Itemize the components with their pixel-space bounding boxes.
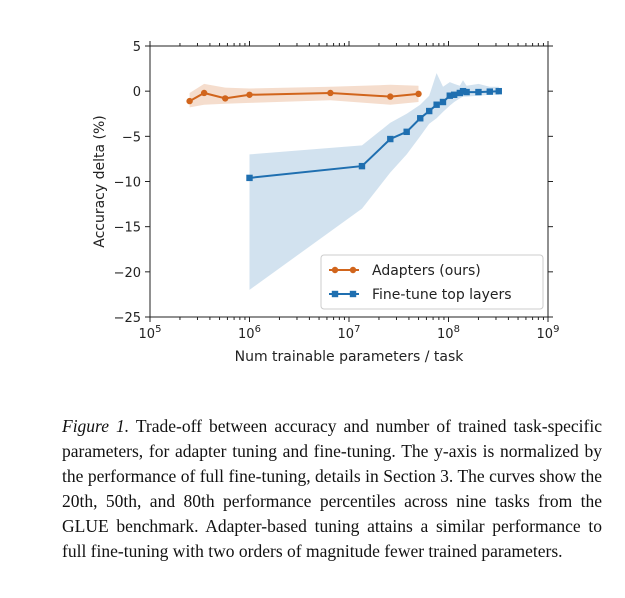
x-tick-label: 107 [338, 324, 361, 342]
y-tick-label: −10 [114, 176, 141, 191]
caption-label: Figure 1. [62, 416, 130, 436]
x-tick-base: 10 [537, 327, 554, 342]
data-point-fine-tune [446, 92, 453, 99]
data-point-adapters [186, 97, 193, 105]
x-tick-base: 10 [139, 327, 156, 342]
data-point-fine-tune [463, 88, 470, 96]
x-tick-exponent: 9 [553, 324, 559, 335]
x-tick-exponent: 6 [255, 324, 261, 335]
legend-marker-adapters [349, 266, 357, 274]
data-point-fine-tune [459, 87, 467, 95]
y-tick-label: −25 [114, 311, 141, 326]
y-tick-label: −5 [122, 130, 141, 145]
data-point-fine-tune [450, 91, 458, 98]
data-point-fine-tune [475, 88, 482, 96]
data-point-fine-tune [417, 115, 424, 122]
data-point-adapters [415, 90, 422, 98]
x-tick-exponent: 8 [454, 324, 460, 335]
data-point-fine-tune [486, 88, 493, 95]
data-point-adapters [387, 93, 394, 100]
x-tick-exponent: 7 [354, 324, 360, 335]
x-tick-label: 105 [139, 324, 162, 342]
x-axis-title: Num trainable parameters / task [235, 349, 465, 365]
data-point-fine-tune [495, 87, 502, 95]
legend-marker-fine-tune [331, 290, 339, 298]
data-point-fine-tune [433, 101, 440, 108]
y-tick-label: 5 [133, 40, 141, 55]
data-point-adapters [222, 95, 229, 102]
band-fine-tune [249, 73, 499, 290]
data-point-adapters [327, 89, 334, 97]
plot-frame [149, 45, 549, 318]
data-point-fine-tune [439, 98, 447, 106]
legend-label-fine-tune: Fine-tune top layers [372, 287, 512, 303]
legend: Adapters (ours) Fine-tune top layers [320, 254, 544, 310]
y-tick-label: 0 [133, 85, 141, 100]
legend-marker-adapters [331, 266, 339, 274]
data-point-fine-tune [426, 107, 433, 115]
series-lines [186, 87, 502, 182]
data-point-fine-tune [387, 135, 394, 143]
data-point-adapters [200, 89, 208, 97]
band-adapters [189, 83, 419, 108]
series-line-fine-tune [249, 90, 499, 179]
data-point-fine-tune [358, 162, 366, 170]
data-point-fine-tune [246, 174, 253, 182]
data-point-adapters [246, 91, 253, 98]
y-axis-title: Accuracy delta (%) [92, 115, 108, 248]
y-tick-label: −15 [114, 221, 141, 236]
x-tick-label: 108 [437, 324, 460, 342]
caption-text: Trade-off between accuracy and number of… [62, 416, 602, 561]
data-point-fine-tune [403, 128, 410, 136]
x-tick-label: 106 [238, 324, 261, 342]
y-tick-label: −20 [114, 266, 141, 281]
legend-marker-fine-tune [349, 290, 357, 298]
figure-caption: Figure 1. Trade-off between accuracy and… [62, 414, 602, 564]
x-tick-base: 10 [238, 327, 255, 342]
confidence-bands [189, 73, 499, 290]
x-tick-label: 109 [537, 324, 560, 342]
legend-label-adapters: Adapters (ours) [372, 263, 481, 279]
data-point-fine-tune [456, 89, 464, 97]
x-tick-base: 10 [338, 327, 355, 342]
x-tick-exponent: 5 [155, 324, 161, 335]
legend-box [320, 254, 544, 310]
x-tick-base: 10 [437, 327, 454, 342]
